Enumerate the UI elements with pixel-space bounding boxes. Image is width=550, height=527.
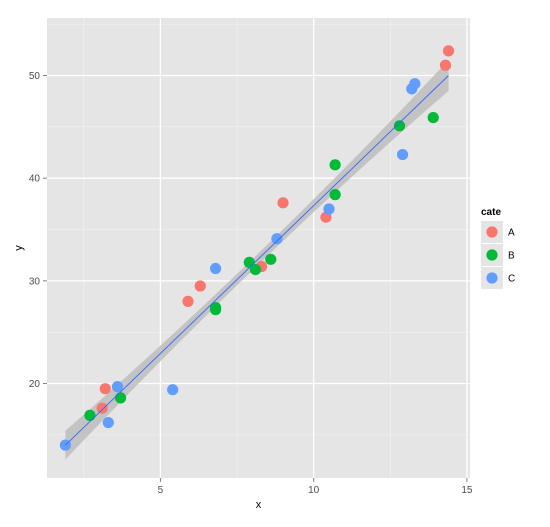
point-b xyxy=(265,253,277,265)
legend-key-c xyxy=(486,272,498,284)
point-a xyxy=(439,59,452,71)
points-layer xyxy=(59,45,455,451)
major-grid xyxy=(47,18,470,478)
point-c xyxy=(111,381,124,393)
point-a xyxy=(277,197,289,209)
x-axis-label: x xyxy=(256,499,262,511)
legend-label-b: B xyxy=(508,251,515,262)
x-axis: 5 10 15 xyxy=(158,478,473,496)
legend-items: A B C xyxy=(481,221,515,289)
point-a xyxy=(99,383,111,395)
x-tick-label: 15 xyxy=(461,485,473,496)
legend: cate A B C xyxy=(481,207,515,289)
legend-label-a: A xyxy=(508,228,515,239)
x-tick-label: 5 xyxy=(158,485,164,496)
legend-key-b xyxy=(486,249,498,261)
y-tick-label: 40 xyxy=(29,174,41,185)
point-a xyxy=(442,45,455,57)
point-b xyxy=(329,189,341,201)
point-b xyxy=(114,392,127,404)
fit-line-layer xyxy=(65,75,449,446)
point-a xyxy=(182,295,194,307)
point-c xyxy=(102,416,114,429)
point-b xyxy=(209,301,222,314)
y-tick-label: 20 xyxy=(29,379,41,390)
y-axis-label: y xyxy=(13,245,25,251)
x-tick-label: 10 xyxy=(308,485,320,496)
point-b xyxy=(427,111,439,124)
point-c xyxy=(209,262,222,275)
fit-line xyxy=(65,75,449,446)
point-c xyxy=(396,148,409,161)
point-c xyxy=(323,203,335,215)
point-a xyxy=(96,402,108,414)
y-tick-label: 50 xyxy=(29,71,41,82)
point-b xyxy=(84,409,96,421)
y-tick-label: 30 xyxy=(29,276,41,287)
legend-key-a xyxy=(486,226,498,238)
point-b xyxy=(393,120,406,132)
y-axis: 20 30 40 50 xyxy=(29,71,47,390)
point-c xyxy=(409,78,421,90)
point-c xyxy=(271,233,283,245)
point-b xyxy=(329,159,341,171)
point-a xyxy=(194,280,206,292)
legend-title: cate xyxy=(481,207,501,218)
point-b xyxy=(249,263,262,276)
legend-label-c: C xyxy=(508,274,515,285)
point-c xyxy=(167,384,179,396)
